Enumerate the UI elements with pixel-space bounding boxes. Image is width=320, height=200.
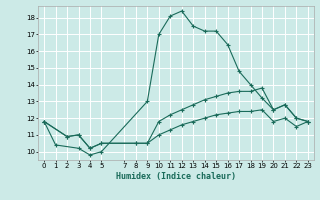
X-axis label: Humidex (Indice chaleur): Humidex (Indice chaleur) [116, 172, 236, 181]
